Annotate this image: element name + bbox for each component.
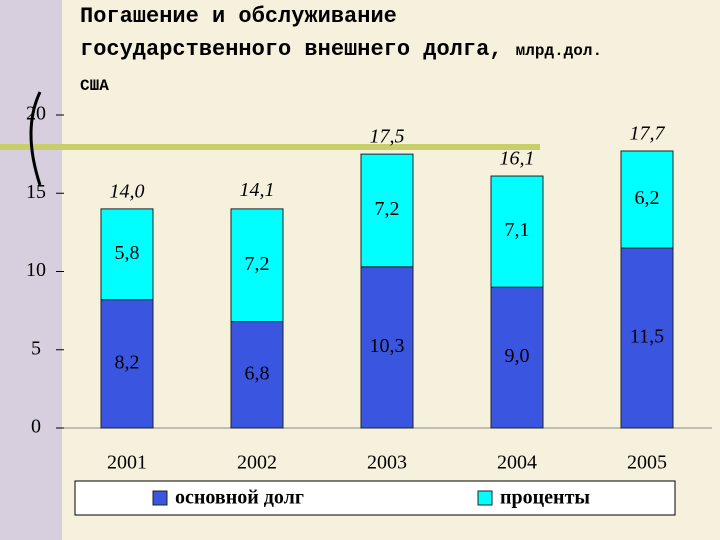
chart-title: Погашение и обслуживание государственног…: [80, 0, 610, 103]
bar-segment: [230, 208, 284, 323]
total-label: 17,5: [370, 126, 405, 148]
bar-segment: [100, 208, 154, 301]
value-label: 10,3: [370, 335, 405, 357]
decor-line: [0, 144, 540, 150]
total-label: 16,1: [500, 148, 535, 170]
y-tick-label: 5: [31, 337, 41, 359]
title-text: Погашение и обслуживание государственног…: [80, 4, 503, 62]
total-label: 17,7: [630, 123, 666, 145]
y-tick-label: 15: [26, 181, 46, 203]
x-tick-label: 2005: [627, 452, 667, 474]
legend-swatch: [477, 490, 493, 506]
bar-segment: [360, 153, 414, 268]
legend-swatch: [152, 490, 168, 506]
legend-label: проценты: [500, 487, 590, 509]
y-tick-label: 10: [26, 259, 46, 281]
bar-segment: [490, 286, 544, 429]
value-label: 8,2: [115, 351, 140, 373]
x-tick-label: 2001: [107, 452, 147, 474]
x-tick-label: 2002: [237, 452, 277, 474]
total-label: 14,0: [110, 180, 145, 202]
value-label: 11,5: [630, 326, 664, 348]
value-label: 9,0: [505, 345, 530, 367]
legend-label: основной долг: [175, 487, 304, 509]
y-tick-label: 0: [31, 416, 41, 438]
bar-segment: [360, 266, 414, 429]
total-label: 14,1: [240, 179, 275, 201]
legend-box: [74, 480, 676, 516]
value-label: 7,2: [245, 253, 270, 275]
title-unit: млрд.дол. США: [80, 42, 603, 95]
value-label: 7,2: [375, 198, 400, 220]
x-tick-label: 2003: [367, 452, 407, 474]
bar-segment: [230, 321, 284, 429]
bar-segment: [620, 150, 674, 249]
side-strip: [0, 0, 62, 540]
value-label: 7,1: [505, 219, 530, 241]
y-tick-label: 20: [26, 103, 46, 125]
bar-segment: [490, 175, 544, 288]
bar-segment: [620, 247, 674, 429]
value-label: 5,8: [115, 242, 140, 264]
x-tick-label: 2004: [497, 452, 537, 474]
value-label: 6,2: [635, 187, 660, 209]
value-label: 6,8: [245, 362, 270, 384]
bar-segment: [100, 299, 154, 429]
decor-bracket: [29, 91, 42, 186]
